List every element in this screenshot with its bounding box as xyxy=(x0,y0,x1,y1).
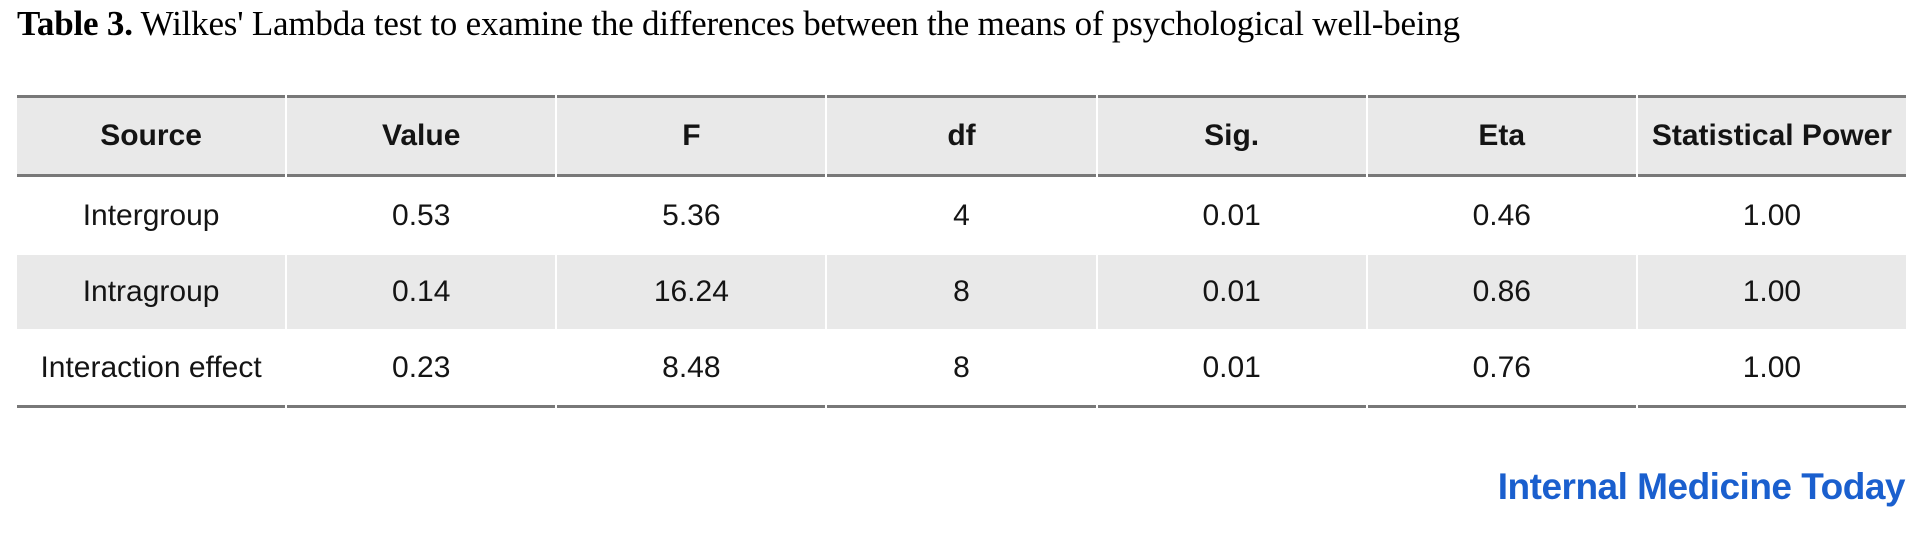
column-header-df: df xyxy=(827,95,1096,177)
wilkes-lambda-table: Source Value F df Sig. Eta Statistical P… xyxy=(15,93,1908,410)
cell-eta: 0.76 xyxy=(1367,331,1636,408)
cell-f: 5.36 xyxy=(557,179,826,253)
cell-value: 0.23 xyxy=(287,331,556,408)
header-row: Source Value F df Sig. Eta Statistical P… xyxy=(17,95,1906,177)
cell-f: 16.24 xyxy=(557,255,826,329)
cell-source: Interaction effect xyxy=(17,331,286,408)
cell-value: 0.14 xyxy=(287,255,556,329)
column-header-eta: Eta xyxy=(1367,95,1636,177)
cell-sig: 0.01 xyxy=(1097,179,1366,253)
table-row-interaction-effect: Interaction effect 0.23 8.48 8 0.01 0.76… xyxy=(17,331,1906,408)
cell-df: 4 xyxy=(827,179,1096,253)
column-header-f: F xyxy=(557,95,826,177)
table-body: Intergroup 0.53 5.36 4 0.01 0.46 1.00 In… xyxy=(17,179,1906,408)
table-caption-label: Table 3. xyxy=(17,4,133,43)
cell-eta: 0.46 xyxy=(1367,179,1636,253)
cell-eta: 0.86 xyxy=(1367,255,1636,329)
cell-source: Intragroup xyxy=(17,255,286,329)
cell-df: 8 xyxy=(827,255,1096,329)
table-row-intergroup: Intergroup 0.53 5.36 4 0.01 0.46 1.00 xyxy=(17,179,1906,253)
table-row-intragroup: Intragroup 0.14 16.24 8 0.01 0.86 1.00 xyxy=(17,255,1906,329)
column-header-source: Source xyxy=(17,95,286,177)
table-header: Source Value F df Sig. Eta Statistical P… xyxy=(17,95,1906,177)
cell-power: 1.00 xyxy=(1637,331,1906,408)
cell-source: Intergroup xyxy=(17,179,286,253)
cell-df: 8 xyxy=(827,331,1096,408)
cell-power: 1.00 xyxy=(1637,179,1906,253)
cell-value: 0.53 xyxy=(287,179,556,253)
cell-f: 8.48 xyxy=(557,331,826,408)
cell-power: 1.00 xyxy=(1637,255,1906,329)
cell-sig: 0.01 xyxy=(1097,255,1366,329)
table-caption-text: Wilkes' Lambda test to examine the diffe… xyxy=(132,4,1460,43)
table-caption: Table 3. Wilkes' Lambda test to examine … xyxy=(17,4,1460,44)
column-header-sig: Sig. xyxy=(1097,95,1366,177)
column-header-statistical-power: Statistical Power xyxy=(1637,95,1906,177)
journal-logo: Internal Medicine Today xyxy=(1497,466,1906,507)
cell-sig: 0.01 xyxy=(1097,331,1366,408)
column-header-value: Value xyxy=(287,95,556,177)
